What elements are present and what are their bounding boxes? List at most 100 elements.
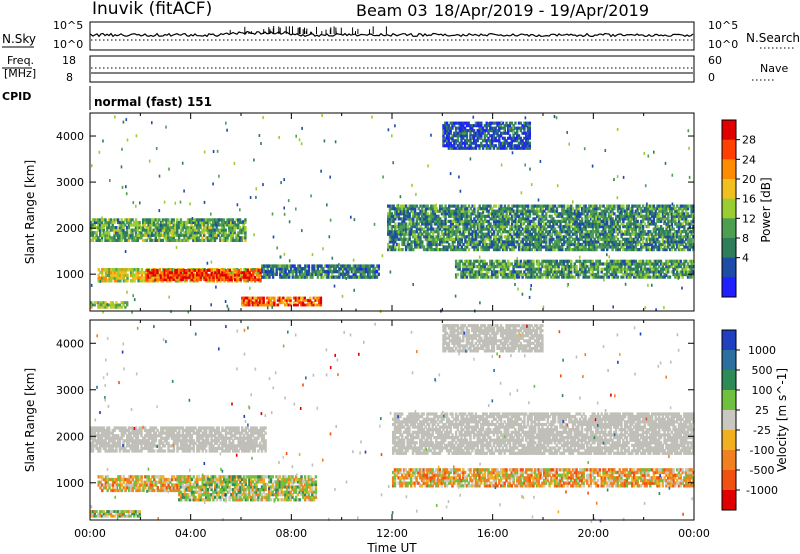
heatmap-cell bbox=[113, 270, 117, 275]
heatmap-cell bbox=[496, 237, 499, 241]
heatmap-cell bbox=[129, 220, 132, 225]
heatmap-cell bbox=[598, 232, 602, 236]
heatmap-cell bbox=[606, 235, 609, 239]
heatmap-cell bbox=[190, 226, 193, 230]
heatmap-cell bbox=[276, 296, 280, 300]
heatmap-cell bbox=[412, 204, 415, 208]
heatmap-cell bbox=[174, 271, 177, 275]
heatmap-cell bbox=[681, 248, 684, 252]
heatmap-cell bbox=[403, 235, 406, 239]
heatmap-cell bbox=[241, 271, 244, 275]
heatmap-cell bbox=[354, 272, 357, 276]
heatmap-cell bbox=[90, 238, 93, 242]
heatmap-cell bbox=[638, 235, 641, 239]
heatmap-cell bbox=[595, 214, 598, 218]
heatmap-cell bbox=[120, 236, 123, 240]
heatmap-cell bbox=[392, 230, 395, 234]
heatmap-cell bbox=[663, 219, 666, 223]
heatmap-cell bbox=[433, 217, 437, 221]
heatmap-cell bbox=[534, 232, 537, 236]
heatmap-cell bbox=[640, 248, 643, 252]
heatmap-cell bbox=[480, 222, 483, 226]
heatmap-cell bbox=[439, 242, 442, 247]
heatmap-cell bbox=[168, 275, 172, 279]
heatmap-cell bbox=[566, 272, 569, 277]
heatmap-cell bbox=[408, 232, 411, 236]
heatmap-cell bbox=[273, 296, 276, 300]
heatmap-cell bbox=[111, 276, 115, 280]
heatmap-cell bbox=[532, 242, 535, 247]
heatmap-cell bbox=[625, 232, 629, 236]
heatmap-cell bbox=[469, 225, 472, 229]
heatmap-cell bbox=[584, 232, 587, 236]
nave-tick-top: 60 bbox=[708, 54, 722, 67]
heatmap-cell bbox=[241, 301, 244, 305]
heatmap-cell bbox=[498, 227, 501, 231]
heatmap-cell bbox=[491, 232, 494, 236]
heatmap-cell bbox=[467, 214, 471, 218]
heatmap-cell bbox=[134, 236, 138, 240]
heatmap-cell bbox=[604, 214, 607, 218]
heatmap-cell bbox=[390, 214, 393, 218]
heatmap-cell bbox=[125, 226, 129, 230]
heatmap-cell bbox=[455, 217, 458, 221]
heatmap-cell bbox=[275, 267, 278, 271]
heatmap-cell bbox=[618, 262, 621, 266]
heatmap-cell bbox=[613, 272, 616, 277]
heatmap-cell bbox=[501, 212, 505, 216]
heatmap-cell bbox=[410, 227, 413, 231]
heatmap-cell bbox=[622, 222, 625, 226]
heatmap-cell bbox=[503, 227, 507, 231]
heatmap-cell bbox=[685, 265, 688, 269]
heatmap-cell bbox=[451, 139, 454, 143]
heatmap-cell bbox=[311, 275, 314, 279]
heatmap-cell bbox=[190, 220, 193, 225]
heatmap-cell bbox=[501, 225, 505, 229]
heatmap-cell bbox=[397, 214, 401, 218]
heatmap-cell bbox=[305, 272, 309, 276]
heatmap-cell bbox=[665, 230, 668, 234]
heatmap-cell bbox=[482, 245, 485, 249]
heatmap-cell bbox=[267, 296, 271, 300]
heatmap-cell bbox=[616, 259, 620, 263]
heatmap-cell bbox=[503, 245, 507, 249]
heatmap-cell bbox=[483, 248, 487, 252]
heatmap-cell bbox=[359, 269, 363, 274]
heatmap-cell bbox=[331, 272, 334, 276]
heatmap-cell bbox=[242, 223, 245, 227]
heatmap-cell bbox=[280, 275, 284, 279]
heatmap-cell bbox=[421, 242, 424, 247]
heatmap-cell bbox=[546, 272, 549, 277]
heatmap-cell bbox=[559, 214, 562, 218]
heatmap-cell bbox=[510, 248, 514, 252]
heatmap-cell bbox=[453, 131, 456, 135]
heatmap-cell bbox=[431, 209, 435, 213]
heatmap-cell bbox=[458, 141, 461, 145]
heatmap-cell bbox=[582, 207, 586, 211]
heatmap-cell bbox=[661, 230, 665, 234]
heatmap-cell bbox=[658, 265, 661, 269]
heatmap-cell bbox=[394, 222, 397, 226]
heatmap-cell bbox=[422, 227, 426, 231]
heatmap-cell bbox=[415, 204, 419, 208]
heatmap-cell bbox=[557, 212, 560, 216]
heatmap-cell bbox=[638, 232, 641, 236]
heatmap-cell bbox=[219, 275, 222, 279]
heatmap-cell bbox=[197, 231, 200, 235]
heatmap-cell bbox=[512, 212, 516, 216]
heatmap-cell bbox=[466, 222, 469, 226]
heatmap-cell bbox=[492, 204, 496, 208]
heatmap-cell bbox=[489, 245, 492, 249]
heatmap-cell bbox=[476, 245, 480, 249]
heatmap-cell bbox=[620, 204, 623, 208]
heatmap-cell bbox=[623, 267, 627, 271]
heatmap-cell bbox=[118, 238, 122, 242]
heatmap-cell bbox=[352, 272, 355, 276]
heatmap-cell bbox=[458, 242, 462, 247]
heatmap-cell bbox=[670, 232, 674, 236]
heatmap-cell bbox=[298, 301, 301, 305]
heatmap-cell bbox=[640, 214, 643, 218]
heatmap-cell bbox=[181, 228, 184, 232]
heatmap-cell bbox=[579, 237, 582, 241]
